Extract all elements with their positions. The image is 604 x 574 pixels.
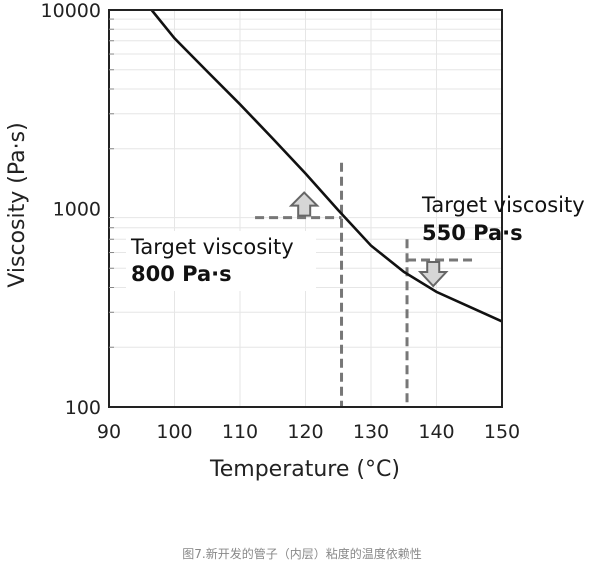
x-tick-labels: 90 100 110 120 130 140 150 — [97, 421, 520, 443]
x-tick-label: 100 — [156, 421, 192, 443]
viscosity-chart: 90 100 110 120 130 140 150 100 1000 1000… — [5, 0, 585, 482]
x-tick-label: 130 — [353, 421, 389, 443]
viscosity-curve — [150, 9, 503, 323]
x-tick-label: 90 — [97, 421, 121, 443]
x-axis-title: Temperature (°C) — [209, 457, 400, 482]
arrow-up-icon — [288, 191, 320, 217]
annotation-backdrop — [126, 231, 316, 291]
y-tick-label: 10000 — [41, 0, 101, 22]
annotation-800: Target viscosity 800 Pa·s — [126, 231, 316, 291]
plot-frame — [108, 9, 503, 408]
annotation-550: Target viscosity 550 Pa·s — [421, 193, 585, 245]
annotation-550-title: Target viscosity — [421, 193, 585, 217]
x-tick-label: 150 — [484, 421, 520, 443]
x-tick-label: 140 — [418, 421, 454, 443]
y-tick-label: 100 — [65, 397, 101, 419]
annotation-800-title: Target viscosity — [130, 235, 294, 259]
minor-ticks — [109, 18, 114, 348]
y-tick-label: 1000 — [53, 199, 101, 221]
x-tick-label: 120 — [287, 421, 323, 443]
annotation-550-value: 550 Pa·s — [422, 221, 523, 245]
y-axis-title: Viscosity (Pa·s) — [5, 122, 30, 287]
figure-caption: 图7.新开发的管子（内层）粘度的温度依赖性 — [182, 547, 422, 561]
y-tick-labels: 100 1000 10000 — [41, 0, 101, 419]
x-tick-label: 110 — [222, 421, 258, 443]
target-guides — [255, 162, 473, 407]
arrow-down-icon — [417, 261, 449, 288]
annotation-800-value: 800 Pa·s — [131, 262, 232, 286]
